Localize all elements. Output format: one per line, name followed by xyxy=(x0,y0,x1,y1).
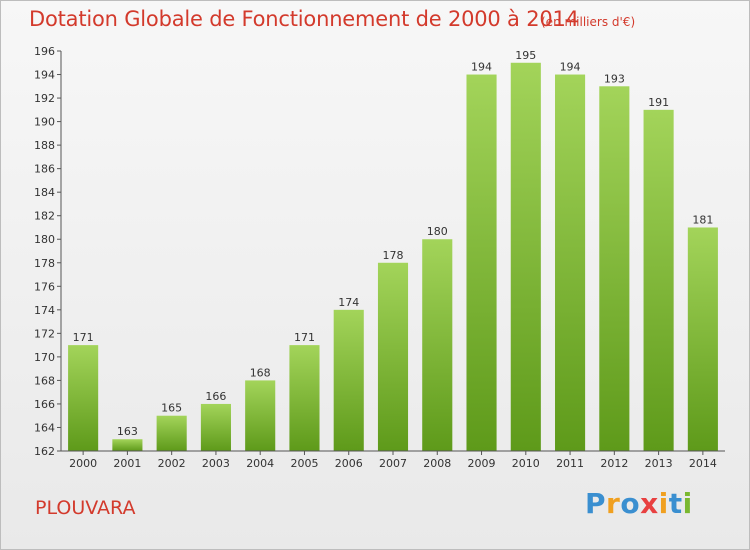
bar-2008 xyxy=(422,239,453,451)
data-label-2002: 165 xyxy=(161,402,182,415)
logo-letter: x xyxy=(640,487,659,520)
bar-2009 xyxy=(466,74,497,451)
y-tick-label: 172 xyxy=(34,327,55,340)
logo-letter: r xyxy=(606,487,621,520)
y-tick-label: 196 xyxy=(34,45,55,58)
bar-2007 xyxy=(377,262,409,451)
x-tick-label-2008: 2008 xyxy=(423,457,451,470)
y-tick-label: 162 xyxy=(34,445,55,458)
data-label-2004: 168 xyxy=(250,366,271,379)
logo-letter: P xyxy=(585,487,607,520)
x-tick-label-2012: 2012 xyxy=(600,457,628,470)
bar-2005 xyxy=(289,345,320,451)
y-tick-label: 188 xyxy=(34,139,55,152)
commune-name: PLOUVARA xyxy=(35,497,136,519)
x-tick-label-2010: 2010 xyxy=(512,457,540,470)
chart-title: Dotation Globale de Fonctionnement de 20… xyxy=(29,7,579,31)
data-label-2005: 171 xyxy=(294,331,315,344)
y-tick-label: 168 xyxy=(34,374,55,387)
y-tick-label: 182 xyxy=(34,210,55,223)
y-tick-label: 178 xyxy=(34,257,55,270)
y-tick-label: 176 xyxy=(34,280,55,293)
y-tick-label: 170 xyxy=(34,351,55,364)
logo-letter: i xyxy=(658,487,669,520)
y-tick-label: 194 xyxy=(34,69,55,82)
y-tick-label: 180 xyxy=(34,233,55,246)
bar-2001 xyxy=(112,439,143,451)
data-label-2013: 191 xyxy=(648,96,669,109)
y-tick-label: 174 xyxy=(34,304,55,317)
bar-2002 xyxy=(156,415,187,451)
bar-2012 xyxy=(599,86,630,451)
bar-2004 xyxy=(245,380,276,451)
data-label-2000: 171 xyxy=(73,331,94,344)
y-tick-label: 164 xyxy=(34,421,55,434)
x-tick-label-2001: 2001 xyxy=(113,457,141,470)
data-label-2010: 195 xyxy=(515,49,536,62)
bar-2011 xyxy=(555,74,586,451)
proxiti-logo: Proxiti xyxy=(585,487,693,520)
x-tick-label-2007: 2007 xyxy=(379,457,407,470)
bar-2013 xyxy=(643,109,674,451)
x-tick-label-2009: 2009 xyxy=(468,457,496,470)
bar-2003 xyxy=(200,403,231,451)
x-tick-label-2006: 2006 xyxy=(335,457,363,470)
data-label-2008: 180 xyxy=(427,225,448,238)
data-label-2006: 174 xyxy=(338,296,359,309)
data-label-2012: 193 xyxy=(604,72,625,85)
x-tick-label-2011: 2011 xyxy=(556,457,584,470)
x-tick-label-2005: 2005 xyxy=(290,457,318,470)
y-tick-label: 166 xyxy=(34,398,55,411)
y-tick-label: 184 xyxy=(34,186,55,199)
chart-subtitle: (en milliers d'€) xyxy=(541,15,636,29)
logo-letter: o xyxy=(620,487,641,520)
data-label-2011: 194 xyxy=(560,61,581,74)
logo-letter: i xyxy=(682,487,693,520)
bar-2010 xyxy=(510,62,541,451)
x-tick-label-2000: 2000 xyxy=(69,457,97,470)
bar-2006 xyxy=(333,309,364,451)
y-tick-label: 192 xyxy=(34,92,55,105)
data-label-2014: 181 xyxy=(692,213,713,226)
bar-2014 xyxy=(687,227,718,451)
x-tick-label-2002: 2002 xyxy=(158,457,186,470)
x-tick-label-2003: 2003 xyxy=(202,457,230,470)
data-label-2007: 178 xyxy=(383,249,404,262)
y-tick-label: 190 xyxy=(34,116,55,129)
y-tick-label: 186 xyxy=(34,163,55,176)
logo-letter: t xyxy=(668,487,683,520)
x-tick-label-2014: 2014 xyxy=(689,457,717,470)
data-label-2003: 166 xyxy=(205,390,226,403)
data-label-2009: 194 xyxy=(471,61,492,74)
bar-2000 xyxy=(68,345,99,451)
x-tick-label-2013: 2013 xyxy=(645,457,673,470)
x-tick-label-2004: 2004 xyxy=(246,457,274,470)
data-label-2001: 163 xyxy=(117,425,138,438)
